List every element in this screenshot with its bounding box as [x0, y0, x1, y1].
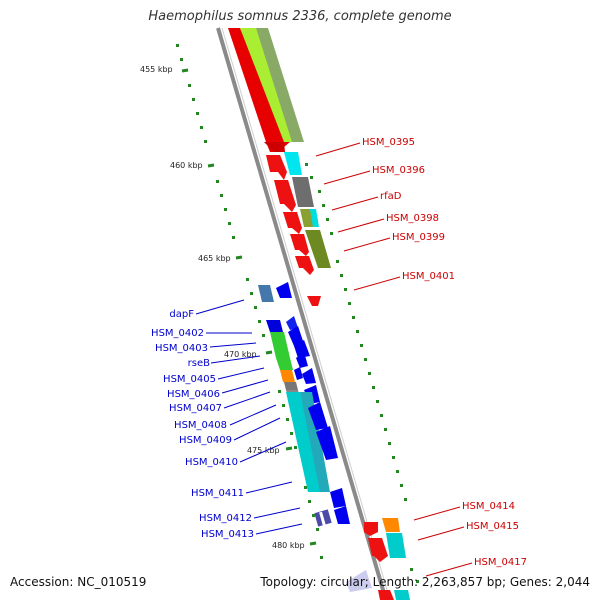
plus-feature-HSM_0396[interactable] [274, 180, 296, 212]
minus-feature-dapF[interactable] [258, 285, 274, 302]
plus-feature-orange-0414[interactable] [382, 518, 400, 532]
plus-feature-HSM_0415[interactable] [368, 538, 388, 562]
plus-feature-red-upper[interactable] [228, 28, 290, 152]
gene-label-HSM_0410[interactable]: HSM_0410 [185, 457, 238, 468]
minus-feature-HSM_0413[interactable] [319, 511, 326, 527]
tick-label-475: 475 kbp [247, 446, 280, 455]
plus-feature-HSM_0401[interactable] [307, 296, 321, 306]
leader-HSM_0406 [221, 379, 269, 394]
backbone-outer [216, 27, 388, 600]
gene-label-HSM_0405[interactable]: HSM_0405 [163, 374, 216, 385]
minus-arrow-0409[interactable] [308, 402, 328, 430]
leader-HSM_0403 [209, 342, 257, 348]
gene-label-HSM_0403[interactable]: HSM_0403 [155, 343, 208, 354]
tick-label-465: 465 kbp [198, 254, 231, 263]
leader-HSM_0396 [323, 170, 371, 185]
leader-HSM_0412 [253, 507, 301, 519]
minus-arrow-rseB[interactable] [296, 352, 308, 368]
plus-feature-cyan-0417[interactable] [394, 590, 410, 600]
leader-HSM_0417 [425, 562, 473, 577]
plus-feature-cyan-0396[interactable] [284, 152, 302, 175]
backbone-inner [221, 27, 391, 600]
plus-feature-olive-light[interactable] [256, 28, 304, 142]
minus-arrow-0403[interactable] [288, 326, 304, 346]
leader-HSM_0405 [217, 367, 265, 380]
gene-label-HSM_0413[interactable]: HSM_0413 [201, 529, 254, 540]
leader-HSM_0414 [413, 506, 461, 521]
leader-HSM_0401 [353, 276, 401, 291]
plus-feature-lavender[interactable] [346, 570, 372, 592]
plus-feature-HSM_0417[interactable] [378, 590, 394, 600]
gene-label-HSM_0407[interactable]: HSM_0407 [169, 403, 222, 414]
plus-arrow-1[interactable] [264, 142, 285, 152]
accession-text: Accession: NC_010519 [10, 575, 147, 589]
gene-label-HSM_0401[interactable]: HSM_0401 [402, 271, 455, 282]
gene-label-HSM_0409[interactable]: HSM_0409 [179, 435, 232, 446]
gene-label-HSM_0411[interactable]: HSM_0411 [191, 488, 244, 499]
plus-feature-HSM_0399[interactable] [290, 234, 309, 256]
plus-feature-red-0399b[interactable] [295, 256, 314, 275]
plus-feature-HSM_0395[interactable] [266, 155, 287, 180]
gene-label-HSM_0395[interactable]: HSM_0395 [362, 137, 415, 148]
leader-rseB [210, 355, 261, 364]
leader-HSM_0415 [417, 526, 465, 541]
leader-HSM_0398 [337, 218, 385, 233]
leader-rfaD [331, 196, 379, 211]
gene-label-HSM_0406[interactable]: HSM_0406 [167, 389, 220, 400]
minus-arrow-dapF[interactable] [276, 282, 292, 298]
minus-arrow-0411[interactable] [330, 488, 346, 508]
tick-label-455: 455 kbp [140, 65, 173, 74]
gene-label-HSM_0415[interactable]: HSM_0415 [466, 521, 519, 532]
leader-HSM_0409 [233, 417, 281, 441]
minus-feature-HSM_0410[interactable] [300, 392, 330, 492]
minus-feature-HSM_0403[interactable] [270, 332, 290, 358]
leader-HSM_0411 [245, 481, 293, 494]
leader-HSM_0408 [229, 404, 277, 426]
minus-feature-HSM_0408[interactable] [286, 392, 322, 492]
plus-feature-gray-rfaD[interactable] [292, 177, 314, 207]
gene-label-HSM_0398[interactable]: HSM_0398 [386, 213, 439, 224]
plus-feature-olive-0399[interactable] [305, 230, 331, 268]
gene-label-HSM_0412[interactable]: HSM_0412 [199, 513, 252, 524]
gene-label-HSM_0402[interactable]: HSM_0402 [151, 328, 204, 339]
gene-label-HSM_0396[interactable]: HSM_0396 [372, 165, 425, 176]
minus-feature-HSM_0402[interactable] [266, 320, 283, 332]
map-title: Haemophilus somnus 2336, complete genome [148, 9, 452, 24]
gene-label-dapF[interactable]: dapF [169, 309, 194, 320]
plus-feature-HSM_0398[interactable] [283, 212, 302, 234]
gene-label-rseB[interactable]: rseB [188, 358, 210, 369]
tick-label-470: 470 kbp [224, 350, 257, 359]
tick-label-480: 480 kbp [272, 541, 305, 550]
ruler-dots [176, 44, 419, 583]
gene-label-HSM_0399[interactable]: HSM_0399 [392, 232, 445, 243]
plus-feature-HSM_0414[interactable] [364, 522, 378, 536]
leader-HSM_0410 [239, 441, 287, 463]
kbp-ticks [181, 68, 317, 546]
genome-summary: Topology: circular; Length: 2,263,857 bp… [260, 575, 590, 589]
leader-dapF [195, 299, 245, 315]
leader-HSM_0395 [315, 142, 361, 157]
plus-feature-cyan-0415[interactable] [386, 533, 406, 558]
gene-label-rfaD[interactable]: rfaD [380, 191, 402, 202]
plus-feature-cyan-small[interactable] [310, 209, 319, 227]
minus-feature-rseB[interactable] [276, 358, 293, 370]
gene-label-HSM_0414[interactable]: HSM_0414 [462, 501, 515, 512]
plus-feature-lime[interactable] [240, 28, 296, 142]
minus-feature-HSM_0405[interactable] [280, 370, 295, 382]
tick-label-460: 460 kbp [170, 161, 203, 170]
minus-arrow-0405[interactable] [294, 367, 303, 380]
minus-feature-HSM_0406[interactable] [284, 382, 298, 390]
minus-arrow-0403b[interactable] [294, 340, 310, 358]
gene-label-HSM_0417[interactable]: HSM_0417 [474, 557, 527, 568]
gene-label-HSM_0408[interactable]: HSM_0408 [174, 420, 227, 431]
minus-arrow-0406[interactable] [302, 368, 316, 384]
plus-feature-olive-0398[interactable] [300, 209, 314, 227]
leader-HSM_0399 [343, 237, 391, 252]
minus-arrow-0410[interactable] [316, 426, 338, 460]
minus-arrow-0402[interactable] [286, 316, 298, 330]
minus-arrow-0412[interactable] [334, 506, 350, 524]
leader-HSM_0407 [223, 391, 271, 409]
leader-HSM_0413 [255, 523, 303, 535]
